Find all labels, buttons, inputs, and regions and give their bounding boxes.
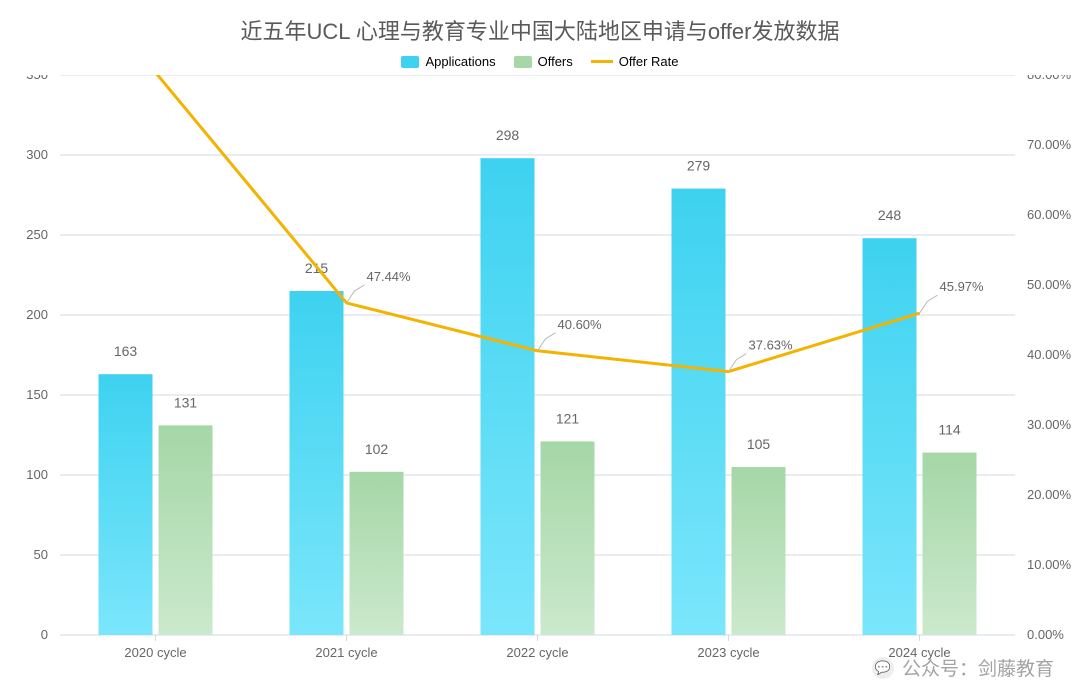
legend-item-offers: Offers	[514, 54, 573, 69]
svg-text:300: 300	[26, 147, 48, 162]
svg-text:0: 0	[41, 627, 48, 642]
bar-label: 105	[747, 436, 771, 452]
legend-item-applications: Applications	[401, 54, 495, 69]
svg-text:0.00%: 0.00%	[1027, 627, 1064, 642]
svg-text:150: 150	[26, 387, 48, 402]
svg-text:200: 200	[26, 307, 48, 322]
legend-item-offer-rate: Offer Rate	[591, 54, 679, 69]
x-tick-label: 2022 cycle	[506, 645, 568, 660]
bar-offers	[541, 441, 595, 635]
legend-swatch-applications	[401, 56, 419, 68]
legend-label: Offers	[538, 54, 573, 69]
bar-label: 163	[114, 343, 138, 359]
rate-label: 45.97%	[940, 279, 985, 294]
legend-swatch-offer-rate	[591, 60, 613, 63]
x-tick-label: 2024 cycle	[888, 645, 950, 660]
bar-applications	[99, 374, 153, 635]
bar-offers	[159, 425, 213, 635]
x-tick-label: 2020 cycle	[124, 645, 186, 660]
rate-label: 37.63%	[749, 338, 794, 353]
bar-offers	[732, 467, 786, 635]
bar-offers	[923, 453, 977, 635]
svg-text:10.00%: 10.00%	[1027, 557, 1072, 572]
svg-text:50.00%: 50.00%	[1027, 277, 1072, 292]
x-tick-label: 2023 cycle	[697, 645, 759, 660]
bar-label: 248	[878, 207, 902, 223]
svg-text:40.00%: 40.00%	[1027, 347, 1072, 362]
svg-text:250: 250	[26, 227, 48, 242]
svg-text:50: 50	[34, 547, 48, 562]
bar-label: 102	[365, 441, 389, 457]
svg-text:60.00%: 60.00%	[1027, 207, 1072, 222]
chart: 0 50 100 150 200 250 300 350 0.00% 10.00% 20.00% 30…	[0, 75, 1080, 690]
bar-applications	[672, 189, 726, 635]
svg-text:20.00%: 20.00%	[1027, 487, 1072, 502]
bar-applications	[481, 158, 535, 635]
x-tick-label: 2021 cycle	[315, 645, 377, 660]
legend-label: Applications	[425, 54, 495, 69]
svg-text:100: 100	[26, 467, 48, 482]
bar-label: 114	[938, 422, 961, 438]
rate-label: 47.44%	[367, 269, 412, 284]
offer-rate-line	[156, 75, 920, 372]
bar-label: 121	[556, 410, 580, 426]
svg-text:80.00%: 80.00%	[1027, 75, 1072, 82]
svg-text:30.00%: 30.00%	[1027, 417, 1072, 432]
bar-label: 131	[174, 394, 198, 410]
svg-text:350: 350	[26, 75, 48, 82]
rate-label: 40.60%	[558, 317, 603, 332]
svg-text:70.00%: 70.00%	[1027, 137, 1072, 152]
bar-label: 279	[687, 158, 711, 174]
bar-applications	[863, 238, 917, 635]
legend-label: Offer Rate	[619, 54, 679, 69]
bar-applications	[290, 291, 344, 635]
bar-label: 298	[496, 127, 520, 143]
bar-offers	[350, 472, 404, 635]
legend-swatch-offers	[514, 56, 532, 68]
chart-title: 近五年UCL 心理与教育专业中国大陆地区申请与offer发放数据	[0, 0, 1080, 46]
legend: Applications Offers Offer Rate	[0, 46, 1080, 75]
